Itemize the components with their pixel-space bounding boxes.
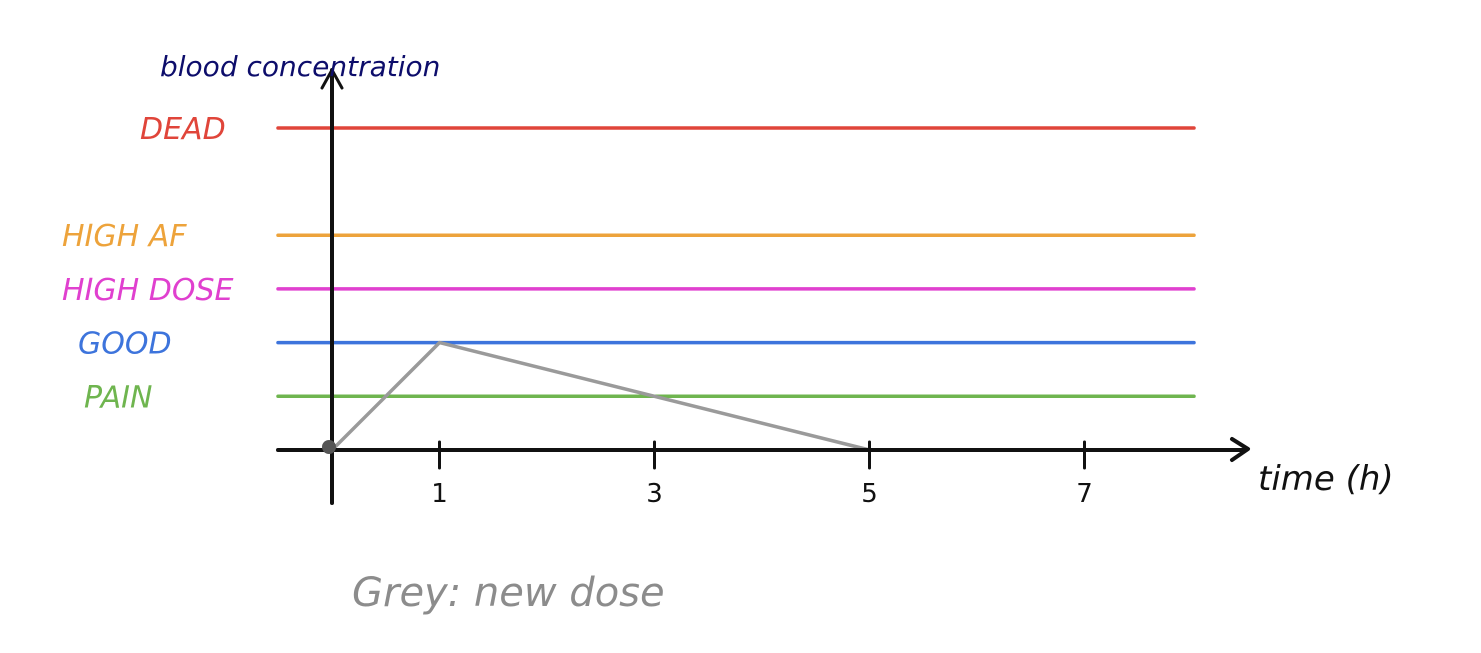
legend-note: Grey: new dose bbox=[352, 570, 665, 616]
level-label-dead: DEAD bbox=[140, 112, 226, 147]
x-axis-arrow bbox=[1230, 437, 1250, 462]
level-label-high-af: HIGH AF bbox=[62, 219, 187, 254]
x-ticks: 1 3 5 7 bbox=[431, 440, 1093, 509]
level-label-pain: PAIN bbox=[84, 380, 152, 415]
threshold-lines bbox=[276, 126, 1196, 399]
x-tick-label-7: 7 bbox=[1076, 479, 1093, 509]
x-tick-label-3: 3 bbox=[646, 479, 663, 509]
level-label-good: GOOD bbox=[78, 327, 172, 362]
origin-point bbox=[322, 440, 336, 454]
x-tick-label-1: 1 bbox=[431, 479, 448, 509]
x-tick-label-5: 5 bbox=[861, 479, 878, 509]
level-labels: DEAD HIGH AF HIGH DOSE GOOD PAIN bbox=[62, 112, 234, 415]
x-axis-label: time (h) bbox=[1258, 459, 1394, 499]
y-axis-arrow bbox=[320, 68, 344, 90]
y-axis-label: blood concentration bbox=[160, 50, 440, 83]
series-point-0-1 bbox=[438, 341, 441, 345]
axes bbox=[276, 68, 1250, 505]
level-label-high-dose: HIGH DOSE bbox=[62, 273, 234, 308]
